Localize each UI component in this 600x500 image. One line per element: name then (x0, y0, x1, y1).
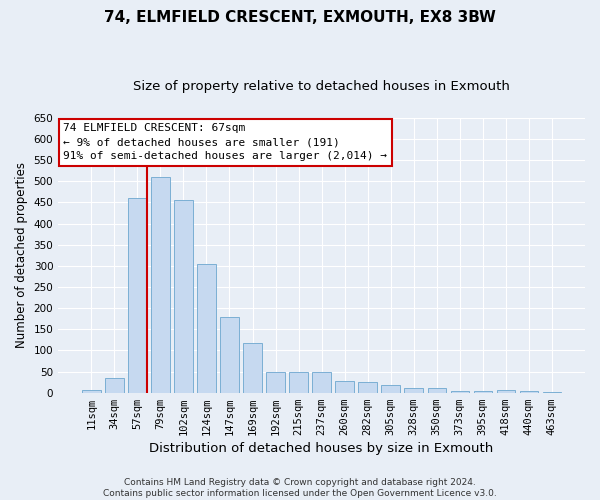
Bar (358, 382, 377, 392)
Bar (105, 378, 124, 392)
Bar (428, 388, 446, 392)
Bar (289, 372, 308, 392)
Title: Size of property relative to detached houses in Exmouth: Size of property relative to detached ho… (133, 80, 510, 93)
Bar (404, 388, 423, 392)
X-axis label: Distribution of detached houses by size in Exmouth: Distribution of detached houses by size … (149, 442, 494, 455)
Text: Contains HM Land Registry data © Crown copyright and database right 2024.
Contai: Contains HM Land Registry data © Crown c… (103, 478, 497, 498)
Bar (473, 390, 492, 392)
Bar (220, 316, 239, 392)
Bar (313, 372, 331, 392)
Bar (266, 372, 285, 392)
Bar (197, 264, 215, 392)
Text: 74 ELMFIELD CRESCENT: 67sqm
← 9% of detached houses are smaller (191)
91% of sem: 74 ELMFIELD CRESCENT: 67sqm ← 9% of deta… (64, 124, 388, 162)
Bar (151, 177, 170, 392)
Text: 74, ELMFIELD CRESCENT, EXMOUTH, EX8 3BW: 74, ELMFIELD CRESCENT, EXMOUTH, EX8 3BW (104, 10, 496, 25)
Bar (128, 198, 146, 392)
Y-axis label: Number of detached properties: Number of detached properties (15, 162, 28, 348)
Bar (497, 390, 515, 392)
Bar (174, 200, 193, 392)
Bar (382, 385, 400, 392)
Bar (82, 390, 101, 392)
Bar (520, 390, 538, 392)
Bar (243, 343, 262, 392)
Bar (335, 382, 354, 392)
